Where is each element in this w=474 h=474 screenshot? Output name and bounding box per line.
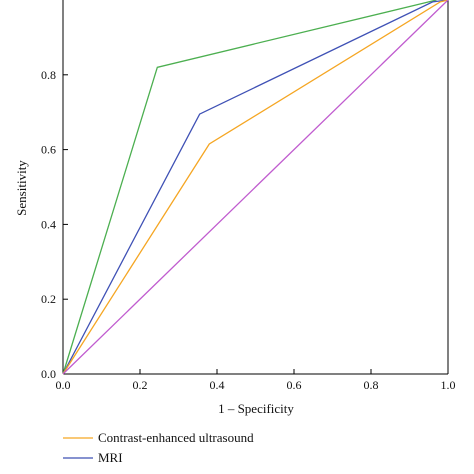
x-ticks: 0.0 0.2 0.4 0.6 0.8 1.0 — [56, 369, 456, 392]
legend-label: Contrast-enhanced ultrasound — [98, 430, 254, 445]
series-line-3 — [62, 0, 449, 375]
y-tick-label: 0.0 — [41, 367, 56, 381]
y-tick-label: 0.4 — [41, 217, 56, 231]
y-ticks: 0.0 0.2 0.4 0.6 0.8 — [41, 68, 68, 381]
x-tick-label: 0.6 — [287, 378, 302, 392]
y-axis-label: Sensitivity — [14, 160, 29, 216]
plot-area: 0.0 0.2 0.4 0.6 0.8 1.0 0.0 0.2 0.4 0.6 0.8 — [41, 0, 456, 392]
x-tick-label: 0.2 — [133, 378, 148, 392]
y-tick-label: 0.2 — [41, 292, 56, 306]
series-line-2 — [62, 0, 449, 375]
y-tick-label: 0.6 — [41, 143, 56, 157]
y-tick-label: 0.8 — [41, 68, 56, 82]
x-axis-label: 1 – Specificity — [218, 401, 294, 416]
series-line-1 — [62, 0, 437, 375]
series-lines — [62, 0, 449, 375]
x-tick-label: 0.8 — [364, 378, 379, 392]
x-tick-label: 1.0 — [441, 378, 456, 392]
legend: Contrast-enhanced ultrasound MRI — [63, 430, 254, 465]
x-tick-label: 0.4 — [210, 378, 225, 392]
series-line-4 — [62, 0, 449, 375]
legend-label: MRI — [98, 450, 123, 465]
x-tick-label: 0.0 — [56, 378, 71, 392]
